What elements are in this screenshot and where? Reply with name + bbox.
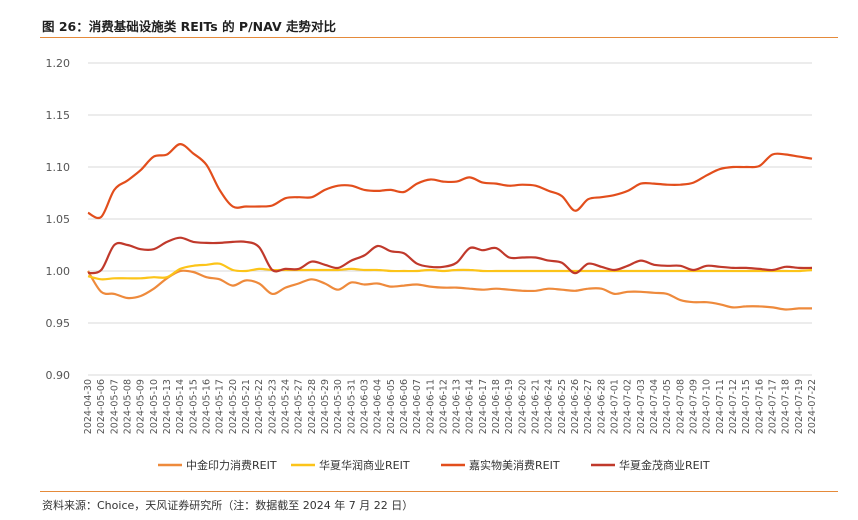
y-axis-ticks: 1.20 1.15 1.10 1.05 1.00 0.95 0.90 — [46, 57, 71, 382]
x-tick-label: 2024-05-20 — [228, 379, 239, 434]
x-tick-label: 2024-05-17 — [215, 379, 226, 434]
x-tick-label: 2024-05-07 — [109, 379, 120, 434]
x-tick-label: 2024-07-01 — [610, 379, 621, 434]
x-tick-label: 2024-06-03 — [359, 379, 370, 434]
title-divider — [40, 37, 838, 38]
x-tick-label: 2024-07-10 — [702, 379, 713, 434]
x-tick-label: 2024-06-06 — [399, 379, 410, 434]
x-tick-label: 2024-07-22 — [807, 379, 818, 434]
legend-label: 中金印力消费REIT — [186, 458, 277, 472]
x-tick-label: 2024-05-09 — [136, 379, 147, 434]
x-tick-label: 2024-06-24 — [544, 379, 555, 434]
legend: 中金印力消费REIT 华夏华润商业REIT 嘉实物美消费REIT 华夏金茂商业REIT — [158, 458, 710, 472]
y-tick-label: 1.00 — [46, 265, 71, 278]
x-tick-label: 2024-05-22 — [254, 379, 265, 434]
x-tick-label: 2024-05-27 — [294, 379, 305, 434]
x-tick-label: 2024-07-08 — [675, 379, 686, 434]
series-line — [87, 143, 813, 220]
x-tick-label: 2024-07-05 — [662, 379, 673, 434]
x-tick-label: 2024-06-12 — [438, 379, 449, 434]
x-tick-label: 2024-06-28 — [596, 379, 607, 434]
pnav-line-chart: 1.201.151.101.051.000.950.90 2024-04-30 2… — [46, 57, 819, 472]
x-tick-label: 2024-06-14 — [465, 379, 476, 434]
footer-divider — [40, 491, 838, 492]
x-tick-label: 2024-05-30 — [333, 379, 344, 434]
series-line — [87, 236, 813, 275]
x-tick-label: 2024-05-13 — [162, 379, 173, 434]
x-tick-label: 2024-06-26 — [570, 379, 581, 434]
x-tick-label: 2024-05-29 — [320, 379, 331, 434]
x-tick-label: 2024-07-15 — [741, 379, 752, 434]
x-tick-label: 2024-06-18 — [491, 379, 502, 434]
x-tick-label: 2024-07-04 — [649, 379, 660, 434]
x-tick-label: 2024-07-11 — [715, 379, 726, 434]
series-lines — [87, 143, 813, 311]
x-tick-label: 2024-06-19 — [504, 379, 515, 434]
x-tick-label: 2024-07-18 — [781, 379, 792, 434]
x-tick-label: 2024-06-07 — [412, 379, 423, 434]
x-tick-label: 2024-07-17 — [768, 379, 779, 434]
y-tick-label: 1.15 — [46, 109, 71, 122]
x-tick-label: 2024-05-08 — [122, 379, 133, 434]
x-tick-label: 2024-05-10 — [149, 379, 160, 434]
source-note: 资料来源：Choice，天风证券研究所（注：数据截至 2024 年 7 月 22… — [42, 499, 414, 512]
x-tick-label: 2024-07-03 — [636, 379, 647, 434]
x-tick-label: 2024-05-14 — [175, 379, 186, 434]
page-title: 图 26：消费基础设施类 REITs 的 P/NAV 走势对比 — [42, 19, 336, 34]
x-tick-label: 2024-05-21 — [241, 379, 252, 434]
x-tick-label: 2024-04-30 — [83, 379, 94, 434]
y-tick-label: 0.95 — [46, 317, 71, 330]
x-tick-label: 2024-06-27 — [583, 379, 594, 434]
x-tick-label: 2024-05-24 — [280, 379, 291, 434]
x-axis-ticks: 2024-04-30 2024-05-06 2024-05-07 2024-05-08… — [83, 379, 818, 434]
legend-label: 华夏金茂商业REIT — [619, 458, 710, 472]
gridlines — [88, 62, 812, 376]
x-tick-label: 2024-06-17 — [478, 379, 489, 434]
x-tick-label: 2024-05-06 — [96, 379, 107, 434]
x-tick-label: 2024-05-28 — [307, 379, 318, 434]
y-tick-label: 0.90 — [46, 369, 71, 382]
x-tick-label: 2024-05-31 — [346, 379, 357, 434]
legend-label: 华夏华润商业REIT — [319, 458, 410, 472]
x-tick-label: 2024-06-04 — [373, 379, 384, 434]
x-tick-label: 2024-07-09 — [689, 379, 700, 434]
x-tick-label: 2024-06-20 — [517, 379, 528, 434]
x-tick-label: 2024-06-11 — [425, 379, 436, 434]
x-tick-label: 2024-07-02 — [623, 379, 634, 434]
x-tick-label: 2024-05-23 — [267, 379, 278, 434]
x-tick-label: 2024-06-21 — [531, 379, 542, 434]
series-line — [87, 269, 813, 311]
y-tick-label: 1.20 — [46, 57, 71, 70]
y-tick-label: 1.10 — [46, 161, 71, 174]
x-tick-label: 2024-07-19 — [794, 379, 805, 434]
x-tick-label: 2024-05-16 — [201, 379, 212, 434]
x-tick-label: 2024-06-05 — [386, 379, 397, 434]
x-tick-label: 2024-06-25 — [557, 379, 568, 434]
y-tick-label: 1.05 — [46, 213, 71, 226]
x-tick-label: 2024-06-13 — [452, 379, 463, 434]
x-tick-label: 2024-07-12 — [728, 379, 739, 434]
legend-label: 嘉实物美消费REIT — [469, 458, 560, 472]
x-tick-label: 2024-05-15 — [188, 379, 199, 434]
x-tick-label: 2024-07-16 — [754, 379, 765, 434]
